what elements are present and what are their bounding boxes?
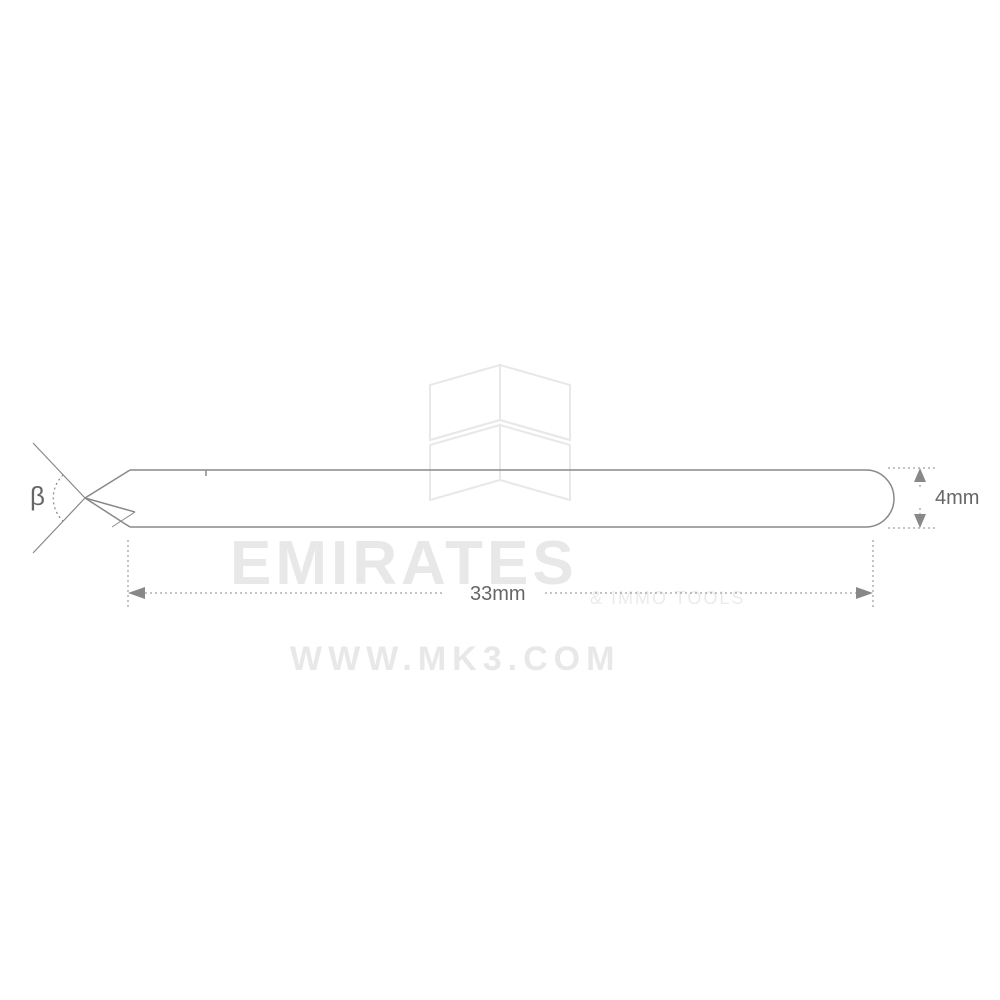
technical-drawing: β 33mm 4mm [0,0,1000,1000]
angle-label: β [30,481,45,511]
diameter-label: 4mm [935,487,979,509]
diameter-dimension [888,468,935,528]
cutter-shaft [85,470,894,527]
length-label: 33mm [470,583,526,605]
diagram-container: EMIRATES & IMMO TOOLS WWW.MK3.COM [0,0,1000,1000]
